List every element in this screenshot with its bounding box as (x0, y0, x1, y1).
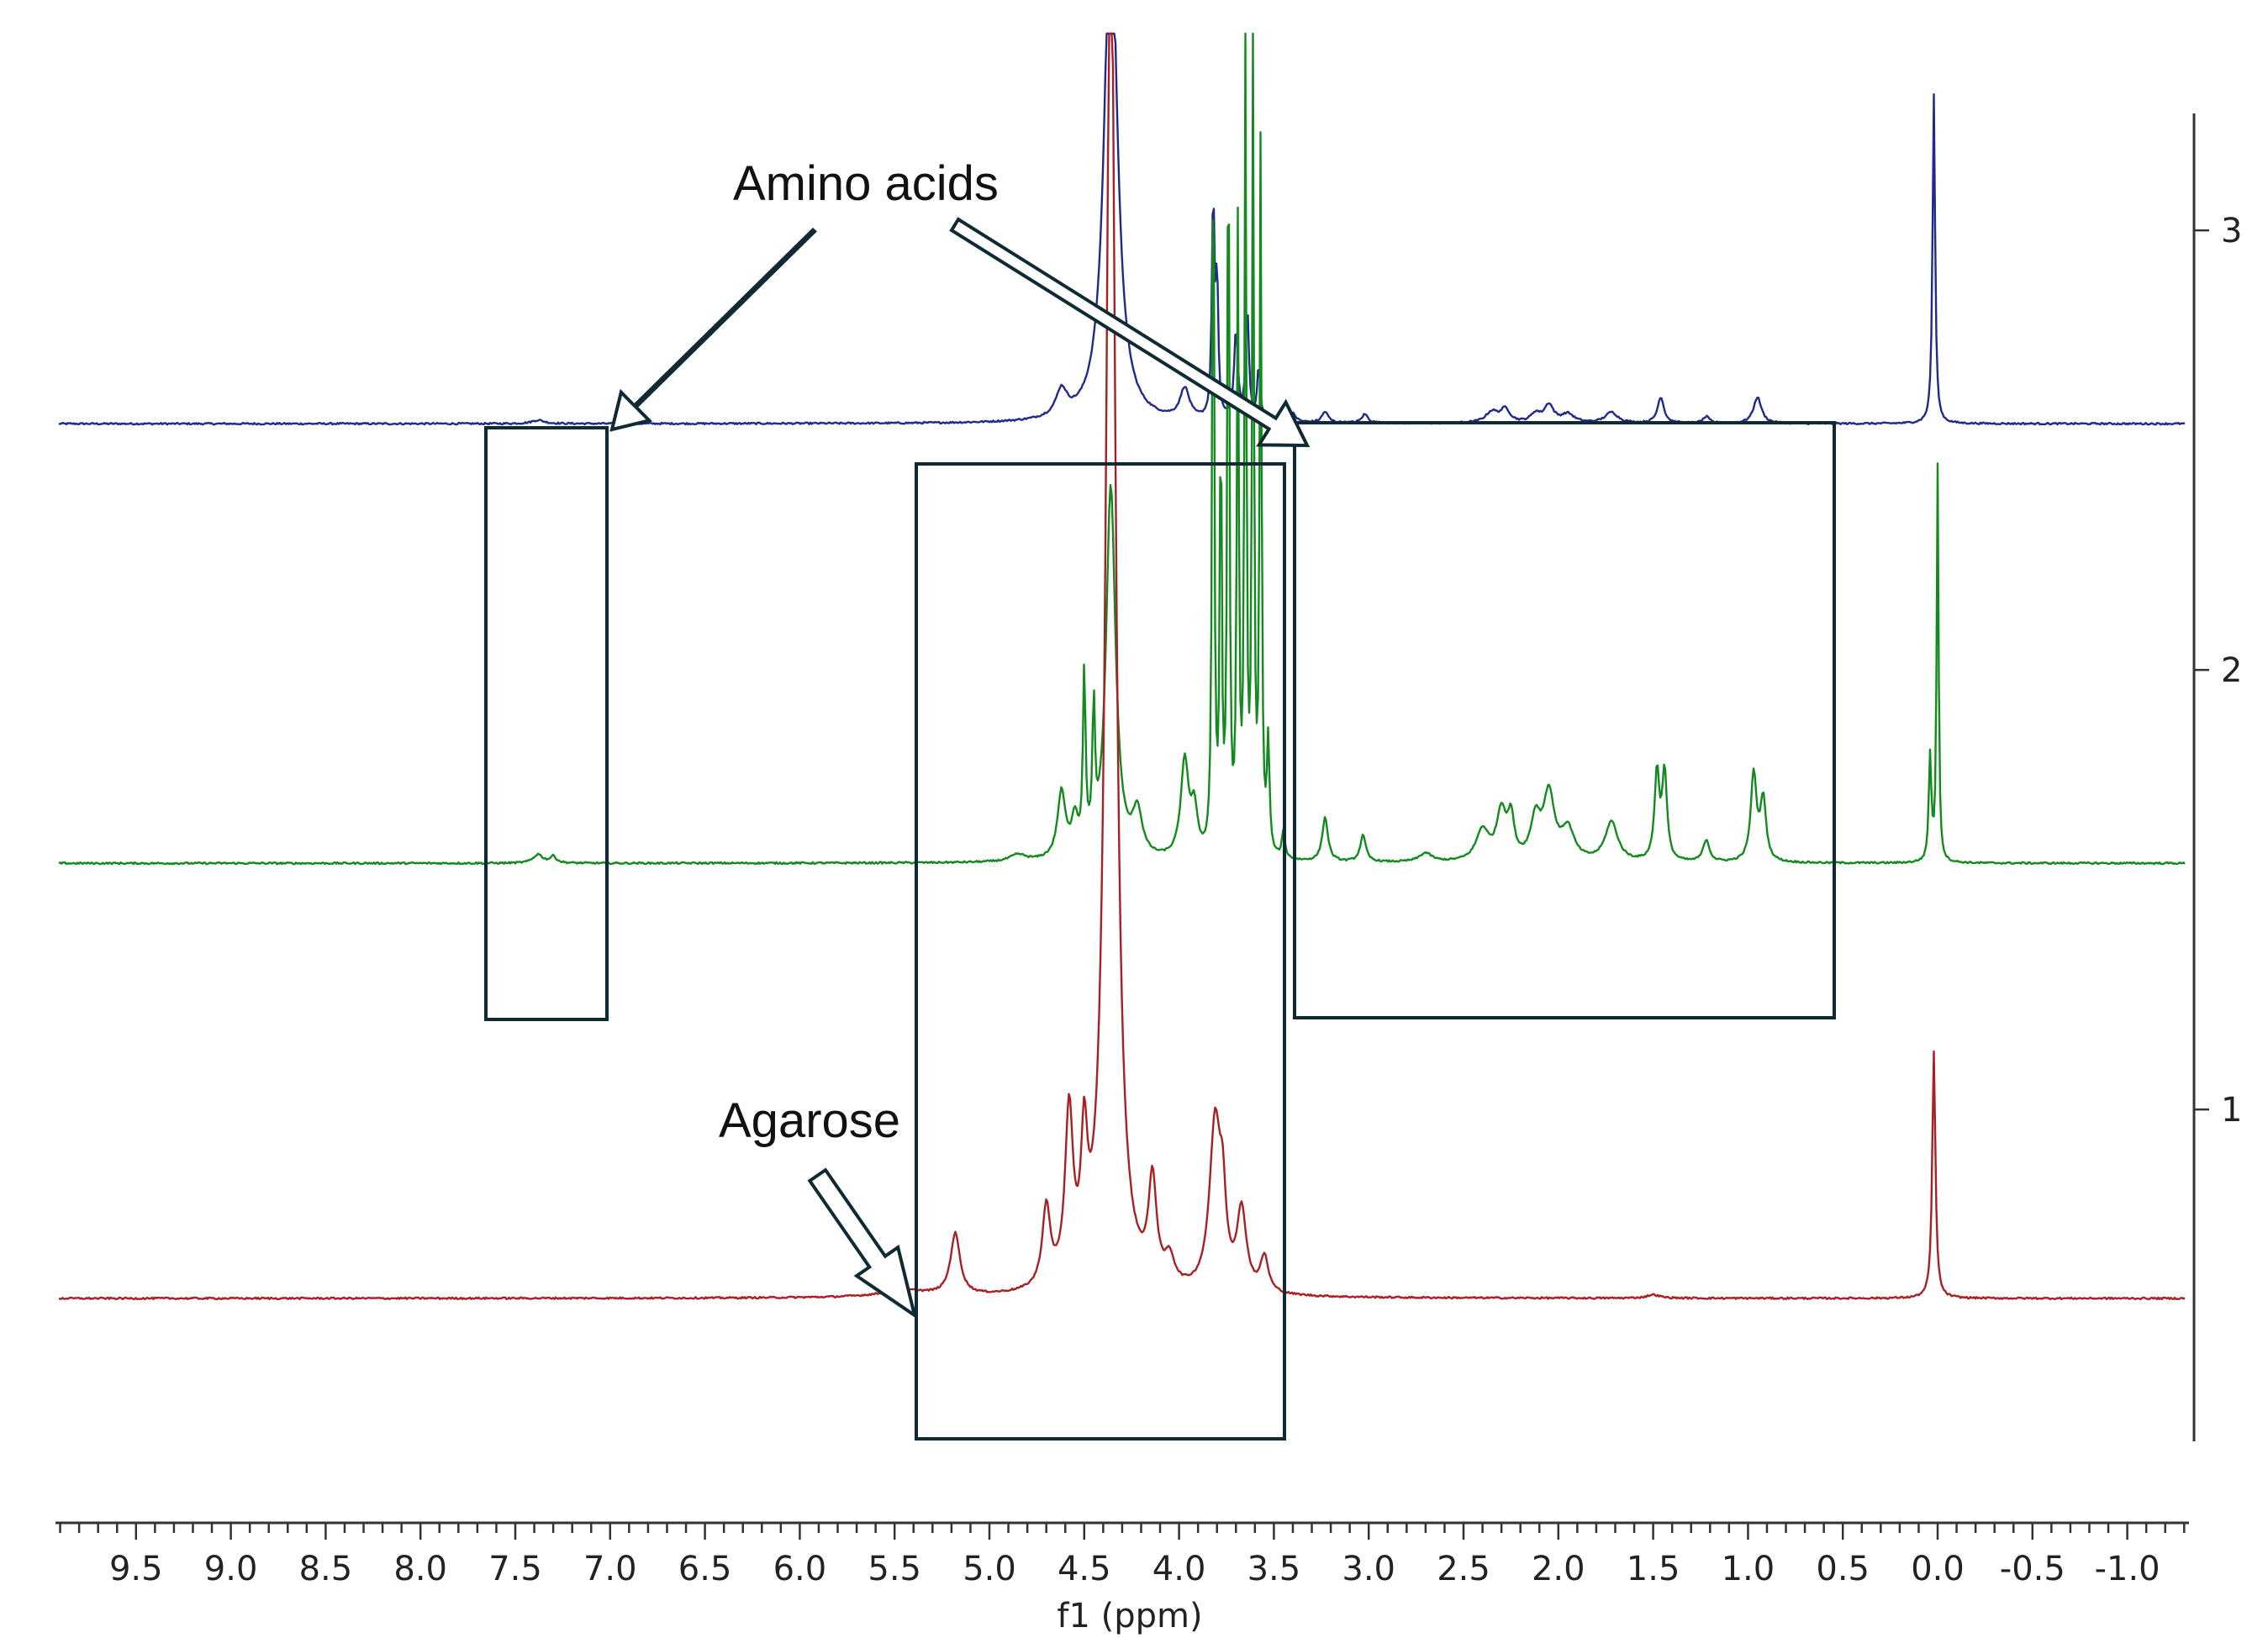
agarose-arrow (807, 1167, 918, 1319)
x-tick-label: 9.5 (109, 1550, 163, 1588)
x-tick-label: -0.5 (2000, 1550, 2065, 1588)
x-tick-label: 5.5 (868, 1550, 921, 1588)
annotation-arrows (609, 217, 1311, 1319)
x-tick-label: 8.0 (393, 1550, 447, 1588)
x-tick-label: 1.0 (1722, 1550, 1775, 1588)
x-tick-label: 1.5 (1627, 1550, 1680, 1588)
x-tick-label: 2.0 (1532, 1550, 1585, 1588)
y-ticks: 1 2 3 (2194, 212, 2242, 1130)
aliphatic-box (1293, 421, 1836, 1019)
x-tick-label: 0.5 (1816, 1550, 1870, 1588)
x-tick-label: 4.5 (1058, 1550, 1111, 1588)
spectrum-trace-2 (58, 32, 2186, 866)
x-tick-label: 6.0 (773, 1550, 827, 1588)
agarose-label: Agarose (719, 1093, 900, 1148)
region-boxes (484, 421, 1836, 1440)
x-tick-label: 3.0 (1342, 1550, 1395, 1588)
amino-arrow-right (949, 217, 1311, 448)
x-tick-label: 9.0 (204, 1550, 258, 1588)
x-axis: 9.5 9.0 8.5 8.0 7.5 7.0 6.5 6.0 5.5 5.0 4.5 4.0 3.5 3… (55, 1521, 2189, 1635)
amino-acids-label: Amino acids (733, 156, 999, 211)
agarose-box (915, 462, 1286, 1440)
x-tick-label: 8.5 (299, 1550, 353, 1588)
amino-arrow-left (609, 227, 817, 432)
y-axis: 1 2 3 (2192, 113, 2242, 1441)
x-ticks: 9.5 9.0 8.5 8.0 7.5 7.0 6.5 6.0 5.5 5.0 4.5 4.0 3.5 3… (59, 1523, 2186, 1588)
x-tick-label: 6.5 (678, 1550, 732, 1588)
x-tick-label: 7.0 (583, 1550, 637, 1588)
x-tick-label: -1.0 (2095, 1550, 2160, 1588)
spectrum-trace-3 (58, 32, 2186, 1301)
x-tick-label: 3.5 (1247, 1550, 1301, 1588)
y-tick-label: 2 (2221, 651, 2242, 690)
x-axis-title: f1 (ppm) (1057, 1597, 1202, 1635)
y-tick-label: 1 (2221, 1091, 2242, 1130)
x-tick-label: 5.0 (963, 1550, 1016, 1588)
y-tick-label: 3 (2221, 212, 2242, 250)
x-tick-label: 7.5 (488, 1550, 542, 1588)
aromatic-box (484, 426, 609, 1021)
x-tick-label: 0.0 (1911, 1550, 1965, 1588)
x-tick-label: 2.5 (1437, 1550, 1490, 1588)
x-tick-label: 4.0 (1152, 1550, 1206, 1588)
